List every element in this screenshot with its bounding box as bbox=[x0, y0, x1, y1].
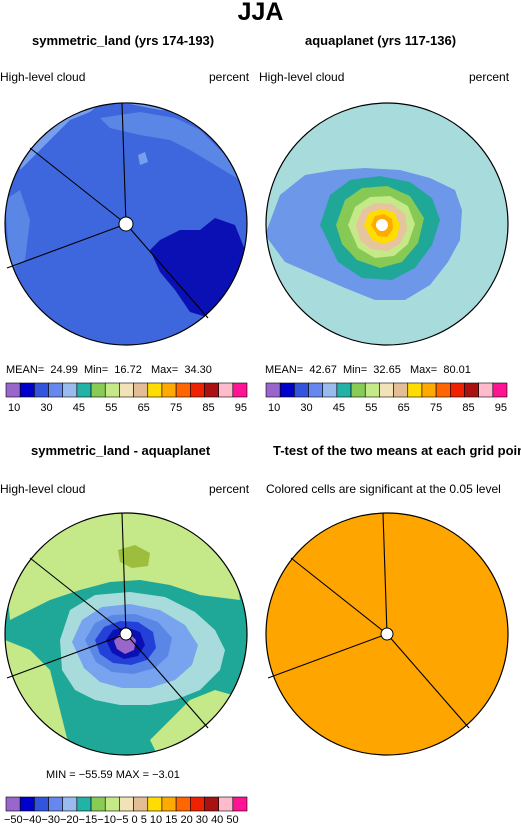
panel3-units-label: percent bbox=[209, 482, 250, 496]
colorbar-tick-label: 75 bbox=[429, 402, 443, 414]
colorbar-panel3 bbox=[5, 796, 248, 812]
colorbar-swatch bbox=[161, 796, 177, 812]
colorbar-swatch bbox=[19, 796, 35, 812]
colorbar-swatch bbox=[435, 382, 451, 398]
colorbar-tick-label: 30 bbox=[300, 402, 313, 414]
colorbar-swatch bbox=[90, 382, 106, 398]
colorbar-swatch bbox=[34, 796, 49, 812]
colorbar-swatch bbox=[308, 382, 324, 398]
colorbar-swatch bbox=[161, 382, 177, 398]
panel2-units-label: percent bbox=[469, 70, 510, 84]
colorbar-tick-label: 55 bbox=[365, 402, 378, 414]
colorbar-swatch bbox=[119, 382, 134, 398]
colorbar-swatch bbox=[104, 382, 120, 398]
colorbar-tick-label: 75 bbox=[169, 402, 183, 414]
colorbar-tick-label: 85 bbox=[202, 402, 215, 414]
colorbar-swatch bbox=[175, 796, 191, 812]
colorbar-panel1 bbox=[5, 382, 248, 398]
colorbar-swatch bbox=[265, 382, 281, 398]
panel4-title: T-test of the two means at each grid poi… bbox=[273, 443, 521, 458]
colorbar-panel2-labels: 10 30 45 55 65 75 85 95 bbox=[268, 402, 507, 414]
colorbar-swatch bbox=[189, 796, 205, 812]
panel1-region-lines bbox=[6, 102, 209, 319]
colorbar-tick-label: 10 bbox=[8, 402, 21, 414]
panel3-title: symmetric_land - aquaplanet bbox=[31, 443, 211, 458]
colorbar-swatch bbox=[336, 382, 352, 398]
panel4-subtitle: Colored cells are significant at the 0.0… bbox=[266, 482, 501, 496]
colorbar-tick-label: 95 bbox=[494, 402, 507, 414]
panel3-region-lines bbox=[6, 512, 209, 729]
colorbar-swatch bbox=[350, 382, 366, 398]
colorbar-tick-label: 55 bbox=[105, 402, 118, 414]
panel3-map bbox=[5, 513, 247, 755]
colorbar-swatch bbox=[76, 382, 92, 398]
colorbar-tick-label: 10 bbox=[268, 402, 281, 414]
colorbar-swatch bbox=[279, 382, 295, 398]
colorbar-swatch bbox=[393, 382, 409, 398]
colorbar-swatch bbox=[147, 382, 163, 398]
colorbar-swatch bbox=[421, 382, 437, 398]
colorbar-swatch bbox=[464, 382, 479, 398]
colorbar-swatch bbox=[232, 382, 248, 398]
colorbar-swatch bbox=[189, 382, 205, 398]
colorbar-swatch bbox=[364, 382, 380, 398]
panel2-stats: MEAN= 42.67 Min= 32.65 Max= 80.01 bbox=[265, 364, 471, 376]
colorbar-tick-label: 95 bbox=[234, 402, 247, 414]
colorbar-swatch bbox=[204, 382, 219, 398]
colorbar-swatch bbox=[322, 382, 338, 398]
colorbar-swatch bbox=[204, 796, 219, 812]
colorbar-tick-label: 65 bbox=[397, 402, 410, 414]
panel3-variable-label: High-level cloud bbox=[0, 482, 86, 496]
colorbar-swatch bbox=[19, 382, 35, 398]
colorbar-swatch bbox=[48, 382, 64, 398]
colorbar-swatch bbox=[133, 382, 149, 398]
colorbar-swatch bbox=[76, 796, 92, 812]
colorbar-panel1-labels: 10 30 45 55 65 75 85 95 bbox=[8, 402, 247, 414]
panel1-variable-label: High-level cloud bbox=[0, 70, 86, 84]
panel1-stats: MEAN= 24.99 Min= 16.72 Max= 34.30 bbox=[6, 364, 212, 376]
colorbar-panel2 bbox=[265, 382, 508, 398]
colorbar-tick-label: 65 bbox=[137, 402, 150, 414]
panel3-stats: MIN = −55.59 MAX = −3.01 bbox=[46, 769, 180, 781]
colorbar-swatch bbox=[62, 796, 78, 812]
colorbar-swatch bbox=[232, 796, 248, 812]
panel1-units-label: percent bbox=[209, 70, 250, 84]
colorbar-swatch bbox=[492, 382, 508, 398]
colorbar-swatch bbox=[5, 796, 21, 812]
panel1-title: symmetric_land (yrs 174-193) bbox=[32, 33, 215, 48]
colorbar-swatch bbox=[478, 382, 494, 398]
panel2-title: aquaplanet (yrs 117-136) bbox=[305, 33, 457, 48]
colorbar-swatch bbox=[379, 382, 394, 398]
colorbar-swatch bbox=[294, 382, 309, 398]
colorbar-tick-label: 30 bbox=[40, 402, 53, 414]
colorbar-swatch bbox=[407, 382, 423, 398]
colorbar-swatch bbox=[90, 796, 106, 812]
panel2-variable-label: High-level cloud bbox=[259, 70, 345, 84]
colorbar-swatch bbox=[62, 382, 78, 398]
colorbar-swatch bbox=[218, 796, 234, 812]
panel4-region-lines bbox=[267, 512, 470, 729]
colorbar-swatch bbox=[147, 796, 163, 812]
colorbar-swatch bbox=[34, 382, 49, 398]
colorbar-swatch bbox=[104, 796, 120, 812]
colorbar-swatch bbox=[449, 382, 465, 398]
figure-title: JJA bbox=[237, 0, 284, 26]
colorbar-swatch bbox=[119, 796, 134, 812]
colorbar-swatch bbox=[175, 382, 191, 398]
colorbar-swatch bbox=[133, 796, 149, 812]
colorbar-tick-label: 45 bbox=[72, 402, 86, 414]
colorbar-swatch bbox=[48, 796, 64, 812]
colorbar-tick-label: 85 bbox=[462, 402, 475, 414]
colorbar-swatch bbox=[5, 382, 21, 398]
colorbar-swatch bbox=[218, 382, 234, 398]
colorbar-panel3-labels: −50−40−30−20−15−10−5 0 5 10 15 20 30 40 … bbox=[4, 814, 239, 826]
colorbar-tick-label: 45 bbox=[332, 402, 346, 414]
